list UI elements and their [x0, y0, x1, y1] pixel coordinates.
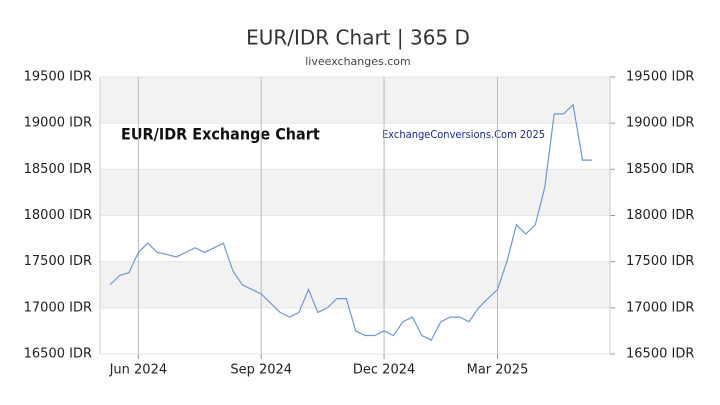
y2-tick-label: 19000 IDR — [626, 116, 694, 131]
y2-tick-label: 17500 IDR — [626, 254, 694, 269]
x-tick-label: Sep 2024 — [230, 363, 292, 378]
y2-tick-label: 18500 IDR — [626, 162, 694, 177]
series-line — [109, 103, 592, 341]
x-tick-label: Dec 2024 — [353, 363, 415, 378]
annotation: EUR/IDR Exchange Chart — [121, 125, 320, 144]
x-tick-label: Jun 2024 — [109, 363, 168, 378]
chart-title: EUR/IDR Chart | 365 D — [246, 26, 470, 50]
y-tick-label: 18500 IDR — [24, 162, 92, 177]
x-tick-label: Mar 2025 — [467, 363, 529, 378]
grid-band — [100, 169, 610, 216]
plot-bands — [100, 77, 610, 308]
grid-band — [100, 261, 610, 308]
y-tick-label: 19500 IDR — [24, 70, 92, 85]
annotation: ExchangeConversions.Com 2025 — [382, 128, 545, 141]
y-tick-label: 16500 IDR — [24, 347, 92, 362]
y-tick-label: 19000 IDR — [24, 116, 92, 131]
grid-band — [100, 77, 610, 124]
chart-subtitle: liveexchanges.com — [305, 55, 410, 68]
y2-tick-label: 17000 IDR — [626, 300, 694, 315]
y2-tick-label: 16500 IDR — [626, 347, 694, 362]
y-tick-label: 18000 IDR — [24, 208, 92, 223]
y2-tick-label: 19500 IDR — [626, 70, 694, 85]
y-tick-label: 17000 IDR — [24, 300, 92, 315]
y-tick-label: 17500 IDR — [24, 254, 92, 269]
y2-tick-label: 18000 IDR — [626, 208, 694, 223]
